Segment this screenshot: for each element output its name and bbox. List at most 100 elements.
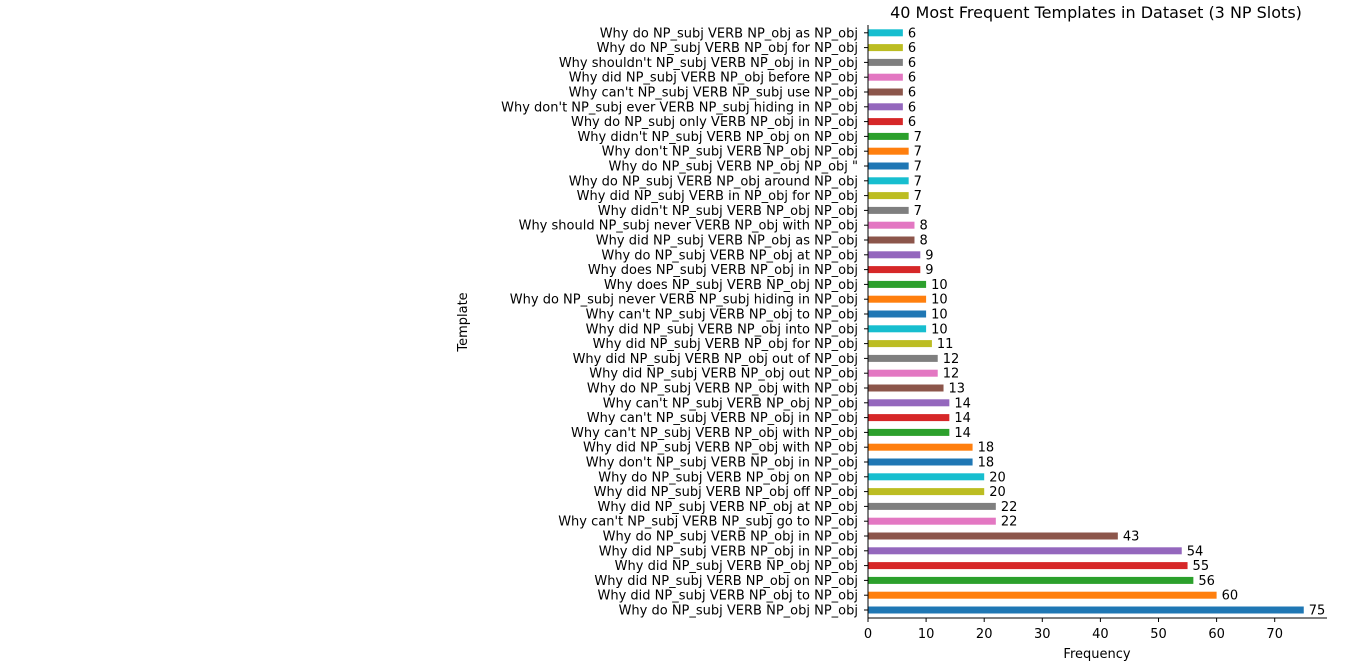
- bar: [868, 147, 909, 155]
- bar: [868, 177, 909, 185]
- data-label: 60: [1222, 589, 1239, 604]
- bar: [868, 251, 921, 259]
- y-tick-label: Why do NP_subj VERB NP_obj in NP_obj: [603, 530, 858, 545]
- y-tick-label: Why did NP_subj VERB NP_obj NP_obj: [615, 559, 858, 574]
- data-label: 18: [978, 441, 995, 456]
- y-tick-label: Why can't NP_subj VERB NP_obj with NP_ob…: [571, 426, 858, 441]
- y-tick-label: Why do NP_subj VERB NP_obj as NP_obj: [600, 26, 858, 41]
- y-tick-label: Why do NP_subj VERB NP_obj with NP_obj: [587, 382, 858, 397]
- y-tick-label: Why do NP_subj VERB NP_obj on NP_obj: [598, 470, 858, 485]
- data-label: 9: [925, 248, 933, 263]
- y-tick-label: Why did NP_subj VERB NP_obj into NP_obj: [586, 322, 858, 337]
- y-tick-label: Why does NP_subj VERB NP_obj NP_obj: [604, 278, 858, 293]
- bar: [868, 236, 915, 244]
- y-tick-label: Why did NP_subj VERB NP_obj before NP_ob…: [569, 71, 858, 86]
- bar: [868, 502, 996, 510]
- bar: [868, 118, 903, 126]
- data-label: 10: [931, 278, 948, 293]
- data-label: 11: [937, 337, 954, 352]
- x-tick-label: 30: [1034, 627, 1051, 642]
- bar: [868, 369, 938, 377]
- data-label: 14: [954, 426, 971, 441]
- y-tick-label: Why did NP_subj VERB NP_obj for NP_obj: [593, 337, 858, 352]
- data-label: 12: [943, 352, 960, 367]
- data-label: 6: [908, 26, 916, 41]
- bar: [868, 29, 903, 37]
- y-tick-label: Why do NP_subj VERB NP_obj at NP_obj: [601, 248, 858, 263]
- bar: [868, 221, 915, 229]
- bar: [868, 354, 938, 362]
- bar: [868, 443, 973, 451]
- bar: [868, 206, 909, 214]
- y-tick-label: Why can't NP_subj VERB NP_subj use NP_ob…: [569, 86, 858, 101]
- data-label: 13: [949, 382, 966, 397]
- data-label: 7: [914, 174, 922, 189]
- y-tick-label: Why don't NP_subj VERB NP_obj NP_obj: [602, 145, 858, 160]
- bar: [868, 532, 1118, 540]
- y-tick-label: Why do NP_subj VERB NP_obj around NP_obj: [569, 174, 858, 189]
- data-label: 54: [1187, 544, 1204, 559]
- bar: [868, 73, 903, 81]
- y-tick-label: Why did NP_subj VERB in NP_obj for NP_ob…: [577, 189, 858, 204]
- data-label: 10: [931, 308, 948, 323]
- bar: [868, 340, 932, 348]
- bar: [868, 517, 996, 525]
- bar: [868, 295, 927, 303]
- y-tick-label: Why did NP_subj VERB NP_obj in NP_obj: [599, 544, 858, 559]
- bar: [868, 44, 903, 52]
- y-tick-label: Why did NP_subj VERB NP_obj out NP_obj: [589, 367, 858, 382]
- y-tick-label: Why did NP_subj VERB NP_obj out of NP_ob…: [573, 352, 858, 367]
- x-tick-label: 20: [976, 627, 993, 642]
- data-label: 10: [931, 322, 948, 337]
- data-label: 75: [1309, 604, 1326, 619]
- bar: [868, 473, 985, 481]
- y-tick-label: Why do NP_subj VERB NP_obj NP_obj ": [608, 160, 858, 175]
- y-tick-label: Why should NP_subj never VERB NP_obj wit…: [519, 219, 858, 234]
- bar: [868, 88, 903, 96]
- data-label: 6: [908, 71, 916, 86]
- bar: [868, 606, 1304, 614]
- y-tick-label: Why did NP_subj VERB NP_obj on NP_obj: [594, 574, 858, 589]
- bar: [868, 488, 985, 496]
- bar: [868, 547, 1182, 555]
- data-label: 22: [1001, 515, 1018, 530]
- data-label: 12: [943, 367, 960, 382]
- bar: [868, 103, 903, 111]
- y-tick-label: Why didn't NP_subj VERB NP_obj NP_obj: [598, 204, 858, 219]
- y-tick-label: Why did NP_subj VERB NP_obj with NP_obj: [583, 441, 858, 456]
- data-label: 10: [931, 293, 948, 308]
- y-tick-label: Why does NP_subj VERB NP_obj in NP_obj: [588, 263, 858, 278]
- y-axis-label: Template: [456, 292, 471, 352]
- y-tick-label: Why did NP_subj VERB NP_obj as NP_obj: [596, 234, 858, 249]
- data-label: 56: [1198, 574, 1215, 589]
- bar: [868, 428, 950, 436]
- bar: [868, 562, 1188, 570]
- y-tick-label: Why can't NP_subj VERB NP_obj NP_obj: [603, 396, 858, 411]
- y-tick-label: Why don't NP_subj ever VERB NP_subj hidi…: [501, 100, 858, 115]
- data-label: 7: [914, 145, 922, 160]
- data-label: 22: [1001, 500, 1018, 515]
- y-tick-label: Why do NP_subj never VERB NP_subj hiding…: [510, 293, 858, 308]
- y-tick-label: Why can't NP_subj VERB NP_obj to NP_obj: [586, 308, 858, 323]
- bar: [868, 192, 909, 200]
- data-label: 9: [925, 263, 933, 278]
- data-label: 6: [908, 56, 916, 71]
- bar: [868, 280, 927, 288]
- x-tick-label: 0: [864, 627, 872, 642]
- y-tick-label: Why don't NP_subj VERB NP_obj in NP_obj: [586, 456, 858, 471]
- data-label: 14: [954, 396, 971, 411]
- data-label: 7: [914, 130, 922, 145]
- data-labels: 7560565554432222202018181414141312121110…: [908, 26, 1325, 618]
- bar: [868, 384, 944, 392]
- data-label: 7: [914, 189, 922, 204]
- y-tick-label: Why did NP_subj VERB NP_obj to NP_obj: [597, 589, 858, 604]
- x-axis: 0 10 20 30 40 50 60 70: [864, 617, 1327, 642]
- data-label: 55: [1193, 559, 1210, 574]
- y-tick-label: Why can't NP_subj VERB NP_obj in NP_obj: [587, 411, 858, 426]
- data-label: 6: [908, 115, 916, 130]
- x-axis-label: Frequency: [1063, 647, 1130, 662]
- y-tick-label: Why do NP_subj only VERB NP_obj in NP_ob…: [571, 115, 858, 130]
- bar: [868, 576, 1194, 584]
